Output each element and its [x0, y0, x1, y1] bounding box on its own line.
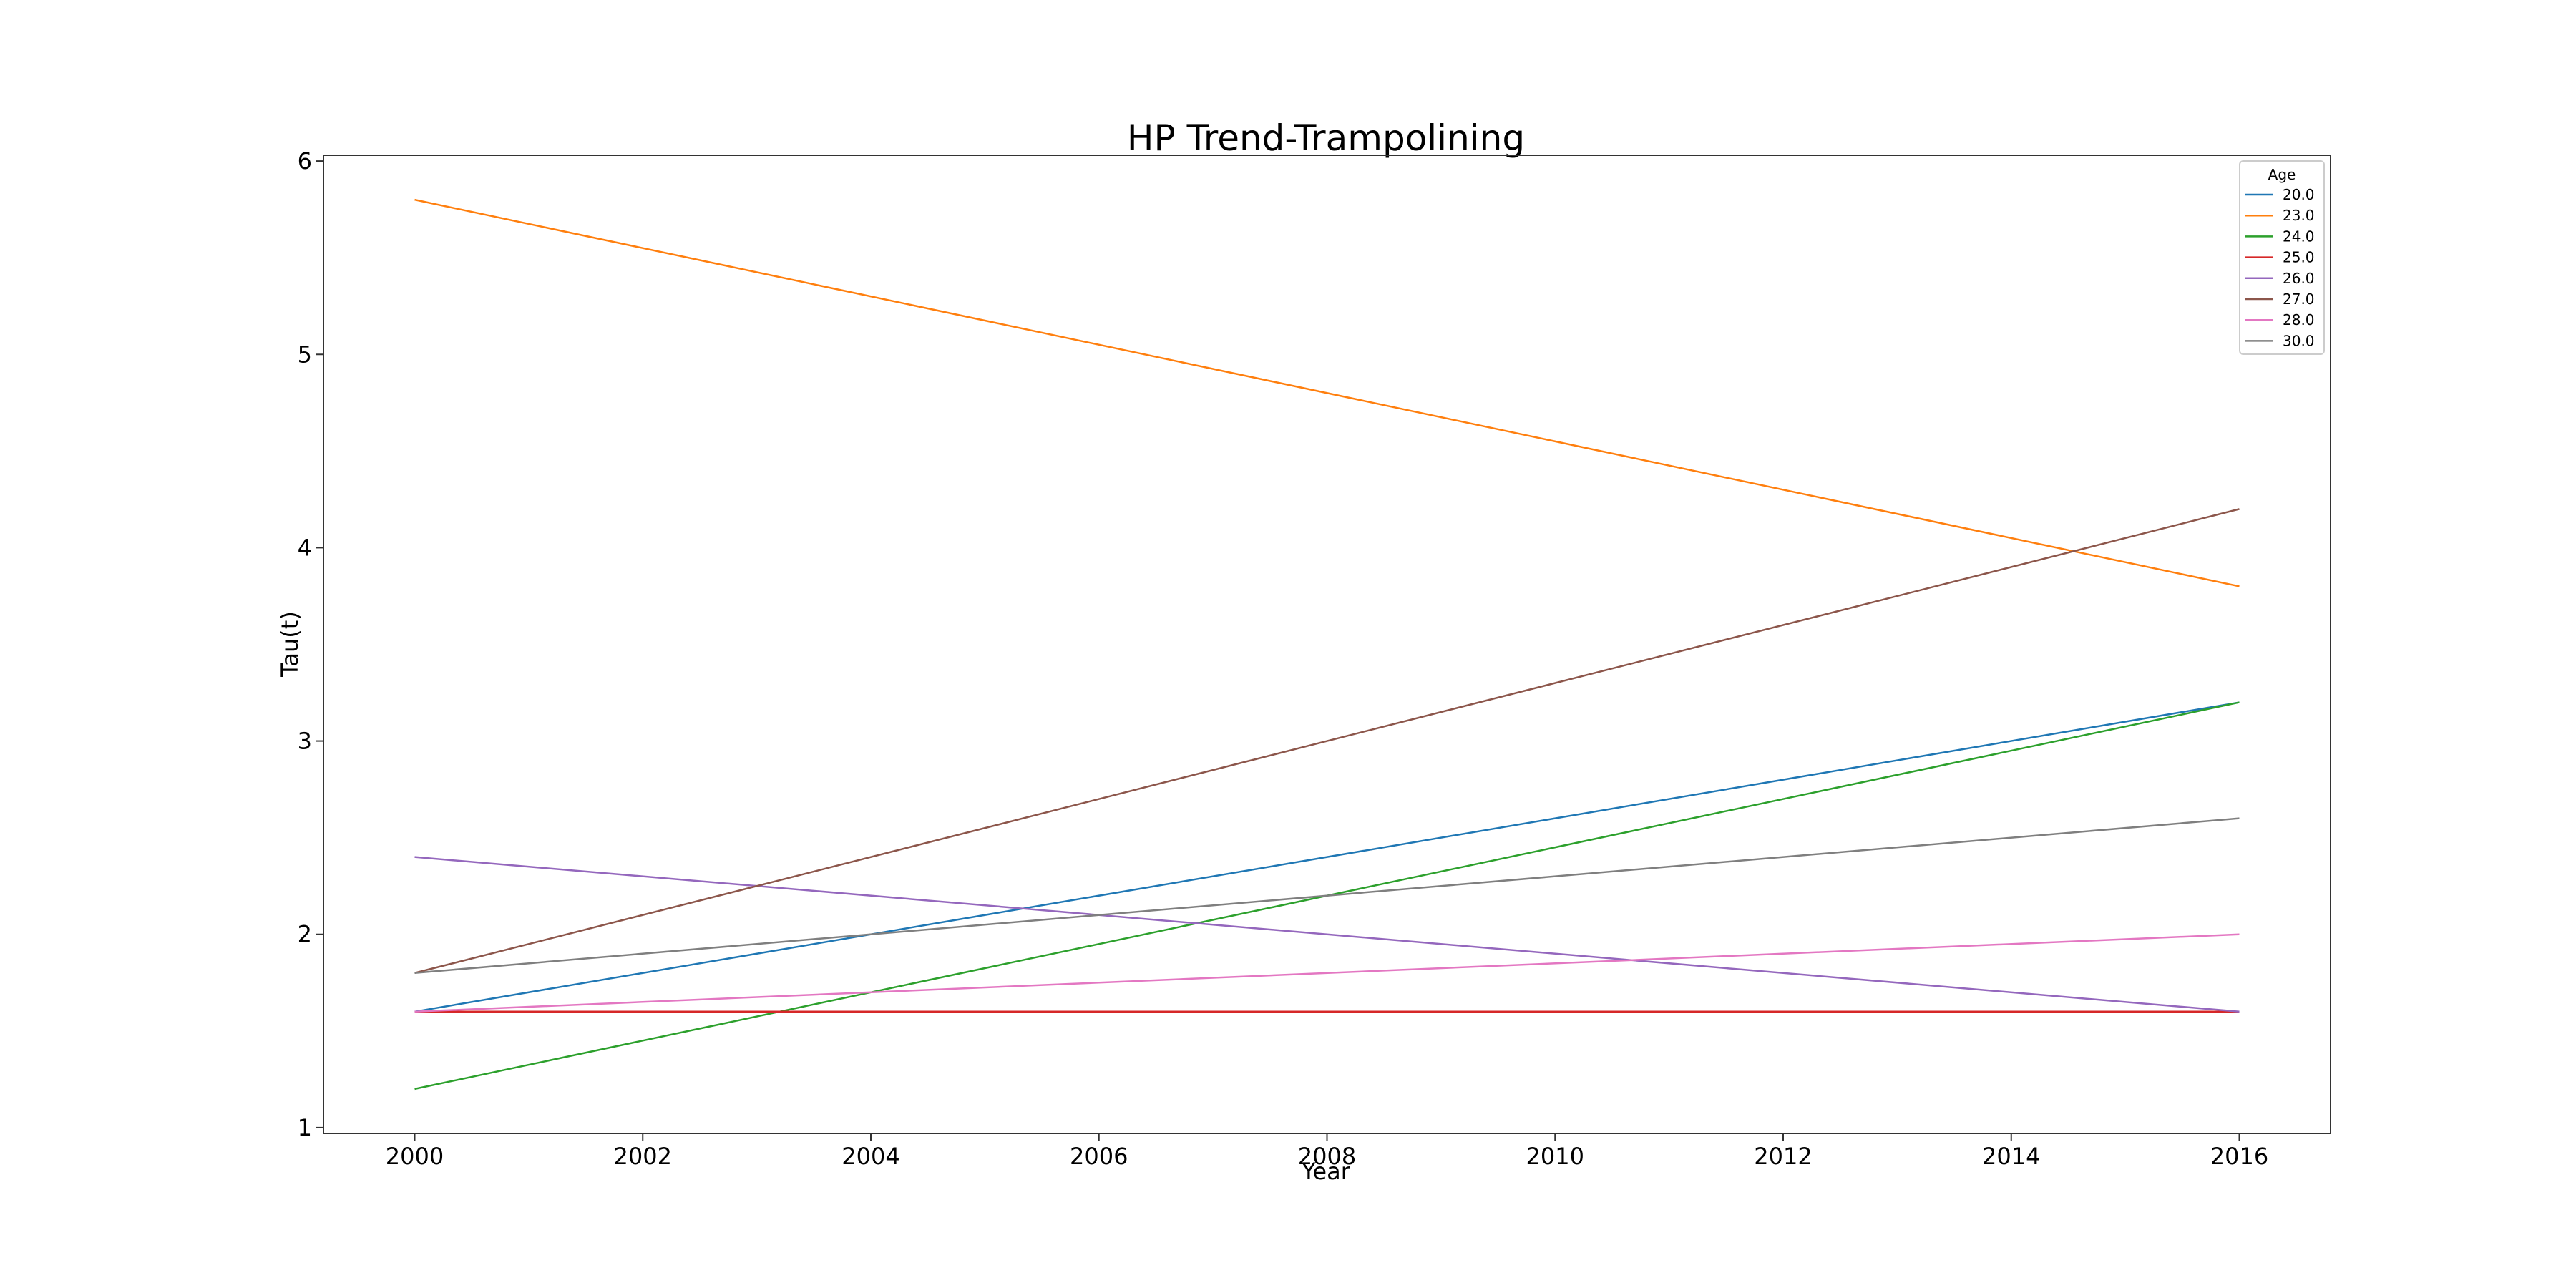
legend-label: 28.0 [2283, 311, 2315, 328]
y-axis-label: Tau(t) [276, 611, 303, 678]
series-lines [414, 198, 2240, 1091]
legend-label: 26.0 [2283, 270, 2315, 287]
series-line-26-0 [414, 856, 2240, 1013]
legend-title: Age [2268, 166, 2296, 183]
legend-label: 25.0 [2283, 249, 2315, 266]
x-tick-label: 2000 [386, 1143, 444, 1170]
x-tick-label: 2006 [1070, 1143, 1128, 1170]
y-tick-label: 2 [298, 921, 312, 948]
x-tick-label: 2002 [614, 1143, 672, 1170]
y-tick-label: 1 [298, 1114, 312, 1141]
legend-item: 24.0 [2245, 228, 2315, 245]
series-line-27-0 [414, 508, 2240, 974]
legend-label: 23.0 [2283, 207, 2315, 224]
y-tick-label: 5 [298, 341, 312, 368]
y-axis: 1 2 3 4 5 6 [298, 147, 323, 1141]
series-line-30-0 [414, 817, 2240, 975]
x-tick-label: 2010 [1526, 1143, 1584, 1170]
legend-items: 20.0 23.0 24.0 25.0 26.0 27.0 28.0 30.0 [2245, 186, 2315, 349]
legend-label: 30.0 [2283, 332, 2315, 349]
legend-item: 25.0 [2245, 249, 2315, 266]
series-line-20-0 [414, 701, 2240, 1013]
legend-item: 27.0 [2245, 291, 2315, 308]
x-tick-label: 2014 [1982, 1143, 2040, 1170]
x-axis-label: Year [1301, 1158, 1351, 1185]
series-line-28-0 [414, 933, 2240, 1013]
legend-item: 20.0 [2245, 186, 2315, 203]
legend-label: 27.0 [2283, 291, 2315, 308]
legend-label: 24.0 [2283, 228, 2315, 245]
y-tick-label: 3 [298, 728, 312, 755]
x-axis: 2000 2002 2004 2006 2008 2010 2012 2014 2016 [386, 1133, 2268, 1170]
x-tick-label: 2012 [1754, 1143, 1812, 1170]
x-tick-label: 2016 [2210, 1143, 2268, 1170]
x-tick-label: 2008 [1298, 1143, 1356, 1170]
legend-item: 28.0 [2245, 311, 2315, 328]
legend: Age 20.0 23.0 24.0 25.0 26.0 27.0 28.0 30.0 [2239, 160, 2325, 355]
series-line-23-0 [414, 198, 2240, 587]
legend-label: 20.0 [2283, 186, 2315, 203]
y-tick-label: 4 [298, 534, 312, 561]
legend-box [2239, 160, 2325, 355]
y-tick-label: 6 [298, 147, 312, 175]
legend-item: 30.0 [2245, 332, 2315, 349]
x-tick-label: 2004 [841, 1143, 899, 1170]
legend-item: 23.0 [2245, 207, 2315, 224]
legend-item: 26.0 [2245, 270, 2315, 287]
chart-title: HP Trend-Trampolining [1127, 117, 1525, 159]
